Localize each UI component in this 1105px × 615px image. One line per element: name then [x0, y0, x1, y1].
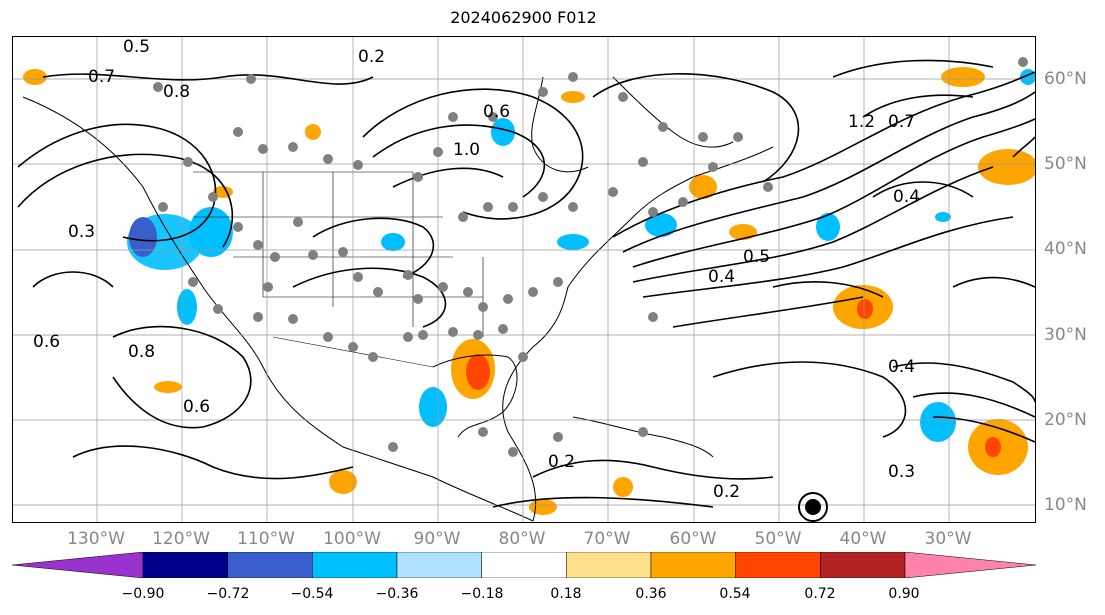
- contour-label: 0.6: [183, 397, 210, 417]
- lat-label: 20°N: [1044, 410, 1087, 430]
- lat-label: 10°N: [1044, 495, 1087, 515]
- colorbar-tick: −0.72: [206, 586, 250, 602]
- colorbar-segment: [650, 551, 736, 579]
- contour-label: 0.5: [743, 247, 770, 267]
- lat-label: 60°N: [1044, 69, 1087, 89]
- coastlines: [22, 76, 774, 522]
- lon-label: 120°W: [152, 529, 210, 549]
- colorbar-tick: 0.54: [719, 586, 751, 602]
- lon-label: 80°W: [498, 529, 546, 549]
- colorbar-segment: [396, 551, 482, 579]
- contour-label: 0.5: [123, 37, 150, 57]
- colorbar-graphic: [11, 551, 1037, 579]
- contour-label: 0.3: [888, 462, 915, 482]
- lat-label: 40°N: [1044, 239, 1087, 259]
- colorbar-tick: 0.72: [804, 586, 836, 602]
- lon-label: 100°W: [323, 529, 381, 549]
- lon-label: 50°W: [754, 529, 802, 549]
- contour-label: 0.7: [888, 112, 915, 132]
- anomaly-shading: [23, 67, 1035, 515]
- contour-label: 0.2: [713, 482, 740, 502]
- contour-label: 0.4: [708, 267, 735, 287]
- contour-label: 0.6: [33, 332, 60, 352]
- contour-label: 0.3: [68, 222, 95, 242]
- plot-title: 2024062900 F012: [450, 8, 597, 27]
- colorbar-tick: 0.18: [550, 586, 582, 602]
- colorbar-extend-max: [904, 551, 1037, 579]
- colorbar-extend-min: [11, 551, 144, 579]
- contour-label: 0.2: [548, 452, 575, 472]
- colorbar-segment: [227, 551, 313, 579]
- contour-label: 1.2: [848, 112, 875, 132]
- colorbar-tick: −0.18: [460, 586, 504, 602]
- contour-label: 0.7: [88, 67, 115, 87]
- contour-label: 0.2: [358, 47, 385, 67]
- storm-center-marker: [798, 492, 828, 522]
- graticule: [13, 37, 1035, 522]
- lon-label: 110°W: [237, 529, 295, 549]
- map-canvas: 0.2 0.5 0.7 0.6 1.0 0.8 0.3 0.4 0.6 1.2 …: [13, 37, 1035, 522]
- lat-label: 30°N: [1044, 325, 1087, 345]
- map-panel[interactable]: 0.2 0.5 0.7 0.6 1.0 0.8 0.3 0.4 0.6 1.2 …: [12, 36, 1036, 523]
- contour-label: 0.8: [128, 342, 155, 362]
- contour-label: 1.0: [453, 140, 480, 160]
- colorbar-tick: 0.36: [635, 586, 667, 602]
- station-dots: [153, 57, 1028, 457]
- lon-label: 60°W: [669, 529, 717, 549]
- colorbar-segment: [142, 551, 228, 579]
- colorbar-segment: [735, 551, 821, 579]
- lat-label: 50°N: [1044, 154, 1087, 174]
- contour-label: 0.4: [893, 187, 920, 207]
- colorbar-tick: 0.90: [888, 586, 920, 602]
- lon-label: 30°W: [924, 529, 972, 549]
- lon-label: 90°W: [413, 529, 461, 549]
- contour-lines: [17, 59, 1035, 508]
- colorbar-tick: −0.54: [290, 586, 334, 602]
- colorbar-segment: [312, 551, 398, 579]
- lon-label: 40°W: [839, 529, 887, 549]
- lon-label: 130°W: [67, 529, 125, 549]
- colorbar-segment: [481, 551, 567, 579]
- colorbar-tick: −0.36: [375, 586, 419, 602]
- contour-label: 0.4: [888, 357, 915, 377]
- political-borders: [193, 171, 484, 368]
- colorbar-segment: [820, 551, 906, 579]
- colorbar-tick: −0.90: [121, 586, 165, 602]
- lon-label: 70°W: [583, 529, 631, 549]
- colorbar-segment: [566, 551, 652, 579]
- colorbar: [11, 551, 1037, 579]
- contour-label-group: 0.2 0.5 0.7 0.6 1.0 0.8 0.3 0.4 0.6 1.2 …: [33, 37, 920, 502]
- contour-label: 0.6: [483, 102, 510, 122]
- contour-label: 0.8: [163, 82, 190, 102]
